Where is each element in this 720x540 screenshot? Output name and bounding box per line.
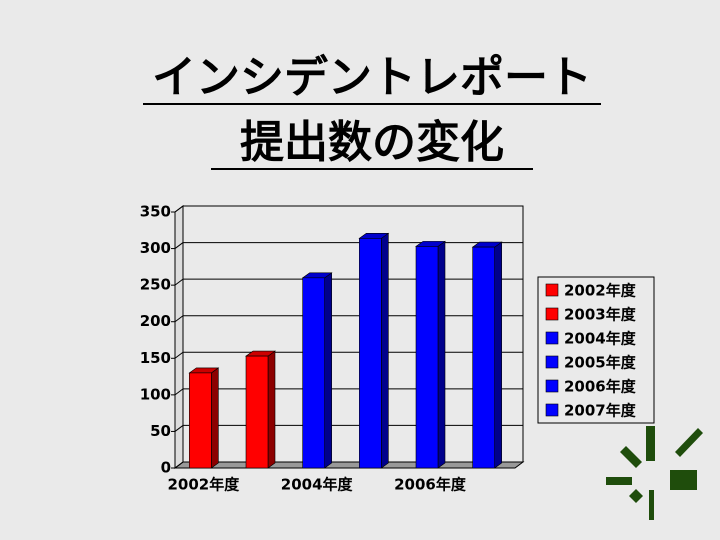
legend-label: 2002年度 (564, 282, 637, 300)
bar-top-shade (472, 242, 502, 248)
y-tick-label: 150 (140, 349, 171, 367)
x-tick-label: 2002年度 (167, 476, 240, 494)
bar (245, 355, 269, 469)
legend-label: 2007年度 (564, 402, 637, 420)
grid-line (174, 351, 184, 359)
bar-top-shade (302, 272, 332, 278)
title-line: 提出数の変化 (240, 117, 504, 168)
chart: 0 50 100 150 200 250 300 350 2002年度 2004年度 2006年度 2… (140, 203, 655, 494)
legend-label: 2003年度 (564, 306, 637, 324)
grid-line (174, 242, 184, 249)
bar (359, 238, 382, 469)
bar-side-shade (268, 351, 275, 468)
bar-side-shade (324, 272, 332, 468)
logo-part (675, 428, 703, 457)
bar-side-shade (381, 233, 389, 468)
bar-side-shade (494, 242, 502, 468)
grid-line (174, 461, 184, 469)
title-line: インシデントレポート (152, 52, 592, 103)
plot-floor (173, 461, 525, 469)
legend-swatch (545, 307, 559, 321)
bar-side-shade (211, 367, 219, 468)
legend-swatch (545, 331, 559, 345)
y-tick-label: 300 (140, 239, 171, 257)
grid-line (174, 315, 184, 323)
legend-swatch (545, 403, 559, 417)
plot-wall (182, 205, 524, 463)
grid-line (174, 205, 184, 213)
logo (606, 426, 703, 520)
logo-part (646, 426, 655, 461)
grid-line (174, 425, 184, 432)
y-tick-label: 100 (140, 385, 171, 403)
logo-part (649, 490, 654, 520)
y-tick-label: 50 (150, 422, 171, 440)
bar (189, 372, 212, 469)
legend-box (537, 276, 655, 424)
grid-line (174, 388, 184, 396)
legend-label: 2006年度 (564, 378, 637, 396)
y-tick-label: 350 (140, 203, 171, 221)
logo-part (620, 446, 642, 468)
logo-part (606, 477, 632, 485)
bar-top-shade (189, 367, 219, 373)
x-tick-label: 2004年度 (281, 476, 354, 494)
bar-side-shade (438, 241, 445, 468)
y-tick-label: 200 (140, 312, 171, 330)
legend-label: 2004年度 (564, 330, 637, 348)
logo-part (670, 470, 697, 490)
y-tick-label: 250 (140, 276, 171, 294)
legend-label: 2005年度 (564, 354, 637, 372)
grid-line (174, 278, 184, 286)
legend-swatch (545, 283, 559, 297)
legend-swatch (545, 355, 559, 369)
bar-top-shade (246, 351, 275, 357)
bar (472, 246, 495, 469)
y-tick-label: 0 (161, 459, 171, 477)
bar-top-shade (416, 241, 445, 247)
bar (302, 277, 325, 469)
x-tick-label: 2006年度 (394, 476, 467, 494)
legend-swatch (545, 379, 559, 393)
bar-top-shade (359, 233, 389, 239)
bar (415, 246, 439, 469)
logo-part (629, 489, 643, 503)
